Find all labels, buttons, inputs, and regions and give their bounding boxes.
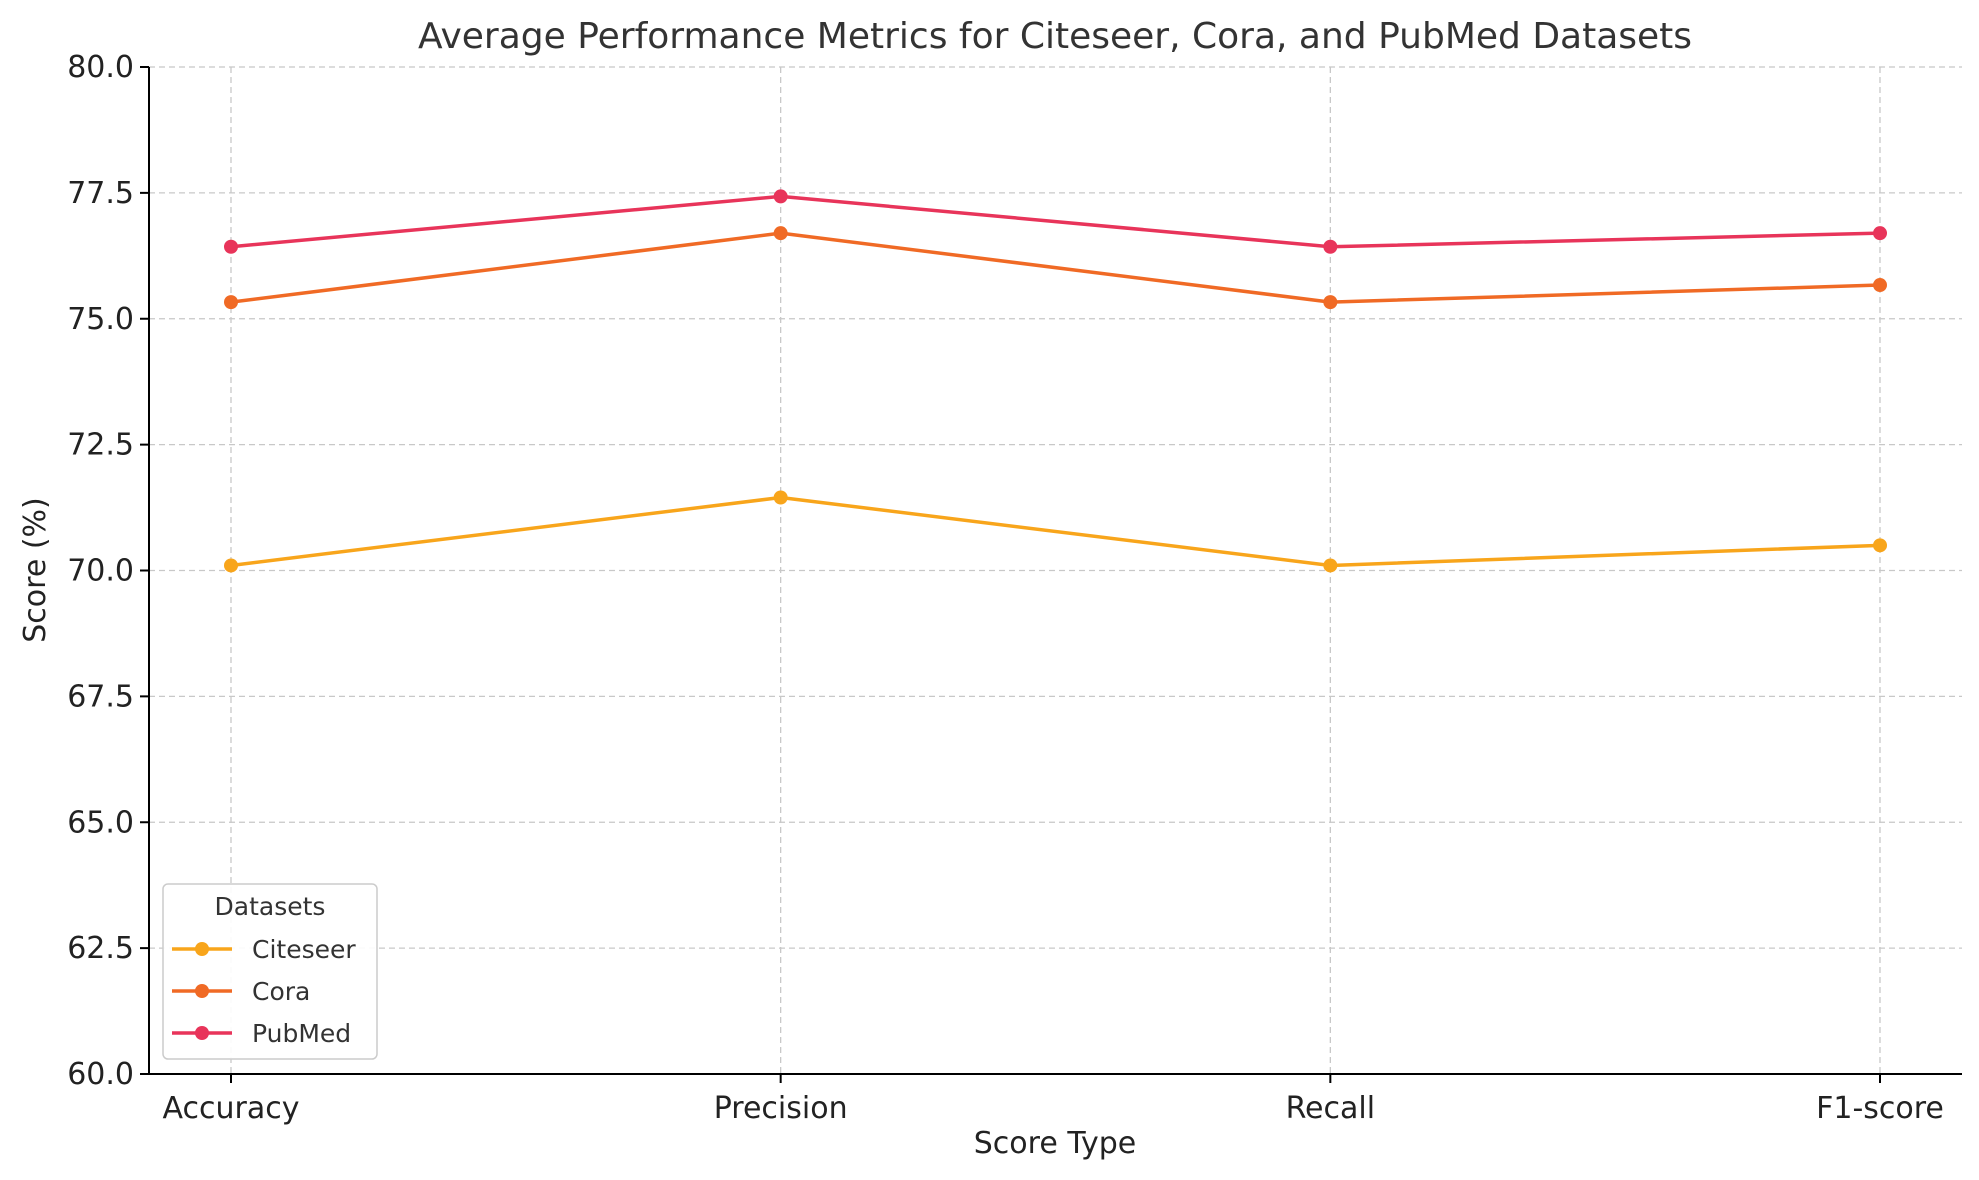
data-point-cora — [773, 226, 788, 241]
x-tick-label: Accuracy — [163, 1091, 300, 1126]
data-point-citeseer — [224, 558, 238, 573]
data-point-pubmed — [773, 189, 788, 204]
y-tick-label: 75.0 — [67, 302, 134, 337]
y-tick-label: 77.5 — [67, 176, 134, 211]
series-layer — [224, 189, 1887, 573]
y-tick-label: 72.5 — [67, 428, 134, 463]
x-tick-label: Precision — [714, 1091, 848, 1126]
x-tick-label: Recall — [1286, 1091, 1376, 1126]
legend-entry-citeseer: Citeseer — [172, 935, 356, 964]
data-point-pubmed — [1323, 239, 1338, 254]
legend-label-cora: Cora — [252, 977, 310, 1006]
x-axis-ticks: Accuracy Precision Recall F1-score — [163, 1074, 1944, 1126]
series-citeseer — [224, 490, 1887, 573]
y-tick-label: 67.5 — [67, 679, 134, 714]
legend-title: Datasets — [215, 892, 326, 921]
y-axis-label: Score (%) — [18, 497, 53, 642]
data-point-pubmed — [224, 239, 238, 254]
chart-title: Average Performance Metrics for Citeseer… — [418, 16, 1692, 57]
legend-label-pubmed: PubMed — [252, 1019, 351, 1048]
y-tick-label: 80.0 — [67, 50, 134, 85]
series-pubmed — [224, 189, 1887, 254]
data-point-citeseer — [773, 490, 788, 505]
legend-frame — [162, 883, 378, 1060]
data-point-cora — [1323, 295, 1338, 310]
legend-entry-cora: Cora — [172, 977, 310, 1006]
legend-entries: Citeseer Cora PubMed — [172, 935, 356, 1048]
legend-marker-pubmed — [195, 1026, 209, 1040]
legend-marker-citeseer — [195, 942, 209, 956]
data-point-cora — [1873, 278, 1887, 293]
series-line-cora — [230, 231, 1881, 304]
data-point-citeseer — [1323, 558, 1338, 573]
x-tick-label: F1-score — [1816, 1091, 1944, 1126]
data-point-cora — [224, 295, 238, 310]
x-axis-label: Score Type — [974, 1126, 1136, 1161]
series-line-pubmed — [230, 194, 1881, 249]
legend-label-citeseer: Citeseer — [252, 935, 356, 964]
y-axis-ticks: 60.0 62.5 65.0 67.5 70.0 72.5 75.0 77.5 80.0 — [67, 50, 149, 1092]
series-line-citeseer — [230, 495, 1881, 568]
y-tick-label: 62.5 — [67, 931, 134, 966]
legend-marker-cora — [195, 984, 209, 998]
legend: Datasets Citeseer Cora PubMed — [162, 883, 378, 1060]
y-tick-label: 60.0 — [67, 1057, 134, 1092]
data-point-citeseer — [1873, 538, 1887, 553]
grid — [149, 66, 1962, 1074]
series-cora — [224, 226, 1887, 310]
y-tick-label: 65.0 — [67, 805, 134, 840]
y-tick-label: 70.0 — [67, 554, 134, 589]
data-point-pubmed — [1873, 226, 1887, 241]
legend-entry-pubmed: PubMed — [172, 1019, 351, 1048]
